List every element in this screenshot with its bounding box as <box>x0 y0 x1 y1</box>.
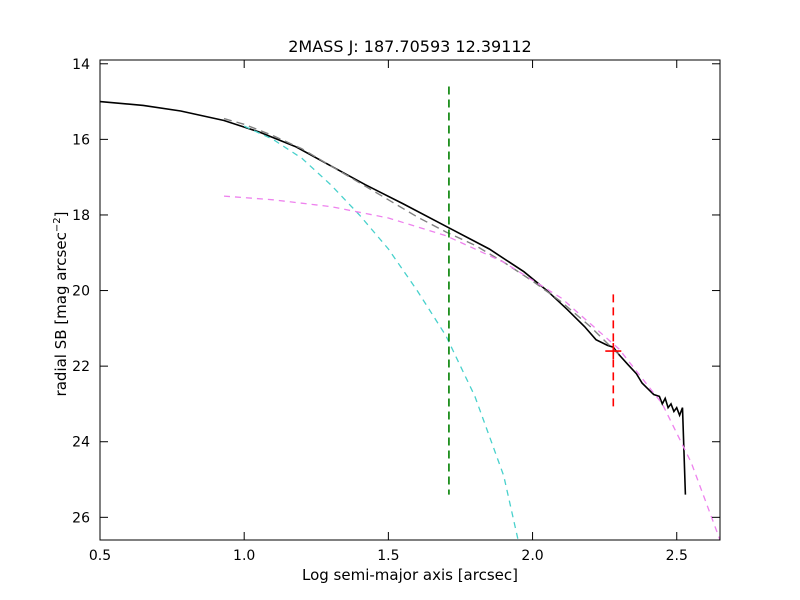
chart-title: 2MASS J: 187.70593 12.39112 <box>288 37 531 56</box>
series-bulge-model <box>243 125 519 540</box>
x-axis-label: Log semi-major axis [arcsec] <box>302 566 518 584</box>
x-tick-label: 0.5 <box>89 548 111 564</box>
series-disk-model <box>223 195 720 540</box>
y-tick-label: 20 <box>72 284 90 300</box>
y-tick-label: 24 <box>72 435 90 451</box>
y-tick-label: 18 <box>72 208 90 224</box>
y-axis-label: radial SB [mag arcsec−2] <box>52 212 70 397</box>
y-axis-label-suffix: ] <box>52 212 70 218</box>
y-axis-label-sup: −2 <box>52 217 63 232</box>
y-tick-label: 22 <box>72 359 90 375</box>
y-tick-label: 14 <box>72 57 90 73</box>
plot-area: 0.5 1.0 1.5 2.0 2.5 14 16 18 20 22 24 26 <box>72 57 721 564</box>
series-profile <box>100 100 687 495</box>
x-tick-label: 1.5 <box>377 548 399 564</box>
y-tick-label: 26 <box>72 510 90 526</box>
red-marker <box>605 343 622 360</box>
x-tick-label: 2.0 <box>521 548 543 564</box>
y-tick-label: 16 <box>72 132 90 148</box>
series-group <box>100 86 720 540</box>
x-tick-label: 2.5 <box>666 548 688 564</box>
plot-frame <box>99 59 721 541</box>
series-sum-model <box>223 117 620 356</box>
x-tick-label: 1.0 <box>233 548 255 564</box>
y-axis-label-main: radial SB [mag arcsec <box>52 232 70 396</box>
